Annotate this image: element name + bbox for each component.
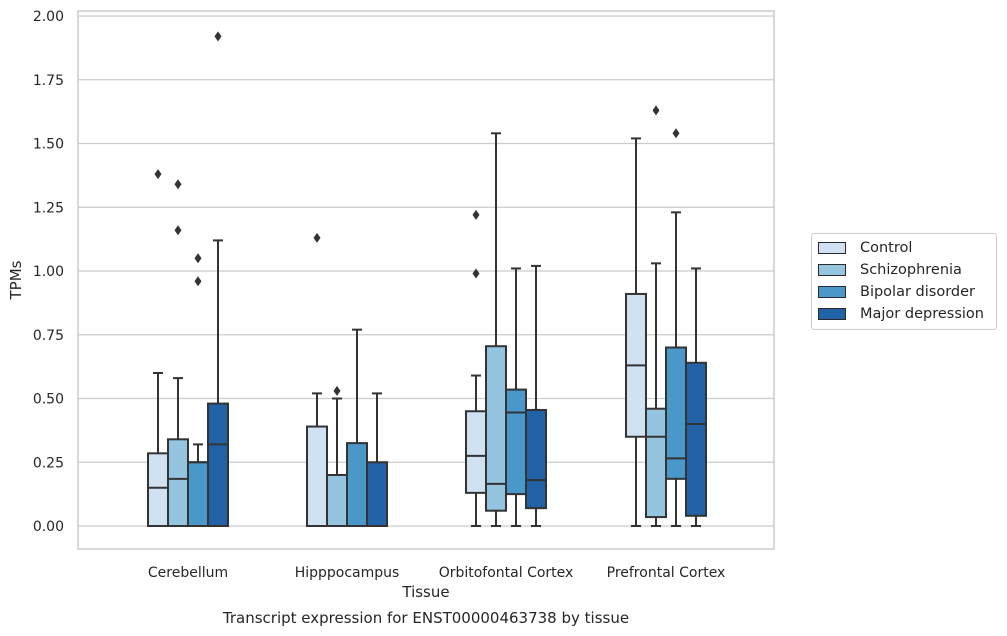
y-tick-label: 0.25 (33, 455, 64, 471)
iqr-box (167, 438, 189, 527)
box-major-depression (207, 31, 229, 528)
y-tick-label: 1.00 (33, 264, 64, 280)
iqr-box (525, 408, 547, 510)
box-bipolar-disorder (505, 267, 527, 527)
legend-swatch (818, 242, 846, 254)
legend-item-major-depression: Major depression (812, 303, 996, 325)
legend-item-control: Control (812, 237, 996, 259)
box-control (147, 169, 169, 528)
iqr-box (465, 410, 487, 494)
chart-caption: Transcript expression for ENST0000046373… (222, 609, 629, 627)
y-tick-label: 1.25 (33, 200, 64, 216)
legend-label: Bipolar disorder (860, 284, 975, 300)
box-bipolar-disorder (665, 128, 687, 527)
iqr-box (147, 452, 169, 528)
box-schizophrenia (645, 105, 667, 527)
legend-item-bipolar-disorder: Bipolar disorder (812, 281, 996, 303)
outlier-point (472, 268, 480, 279)
box-bipolar-disorder (187, 253, 209, 527)
iqr-box (505, 388, 527, 496)
outlier-point (194, 253, 202, 264)
iqr-box (485, 345, 507, 512)
y-tick-label: 2.00 (33, 9, 64, 25)
y-tick-label: 0.50 (33, 392, 64, 408)
y-tick-label: 0.75 (33, 328, 64, 344)
iqr-box (366, 461, 388, 527)
boxes (147, 31, 707, 528)
legend-item-schizophrenia: Schizophrenia (812, 259, 996, 281)
y-tick-labels: 0.00 0.25 0.50 0.75 1.00 1.25 1.50 1.75 2.00 (33, 9, 64, 535)
plot-frame (77, 10, 775, 550)
box-control (625, 137, 647, 527)
x-tick-label: Orbitofontal Cortex (439, 565, 574, 581)
y-axis-label: TPMs (7, 260, 25, 300)
box-schizophrenia (485, 132, 507, 527)
iqr-box (346, 442, 368, 527)
y-tick-label: 0.00 (33, 519, 64, 535)
legend-swatch (818, 286, 846, 298)
outlier-point (652, 105, 660, 116)
x-tick-label: Prefrontal Cortex (607, 565, 726, 581)
box-major-depression (525, 264, 547, 527)
y-tick-label: 1.50 (33, 137, 64, 153)
box-major-depression (366, 392, 388, 527)
outlier-point (214, 31, 222, 42)
box-bipolar-disorder (346, 328, 368, 527)
legend-label: Schizophrenia (860, 262, 962, 278)
legend-label: Major depression (860, 306, 984, 322)
legend: Control Schizophrenia Bipolar disorder Majo… (811, 233, 997, 330)
legend-swatch (818, 264, 846, 276)
outlier-point (672, 128, 680, 139)
box-major-depression (685, 267, 707, 527)
outlier-point (154, 169, 162, 180)
x-axis-label: Tissue (401, 583, 449, 601)
outlier-point (472, 209, 480, 220)
box-control (465, 209, 487, 527)
box-schizophrenia (167, 179, 189, 527)
outlier-point (174, 179, 182, 190)
iqr-box (645, 407, 667, 519)
outlier-point (333, 385, 341, 396)
y-tick-label: 1.75 (33, 73, 64, 89)
box-control (306, 232, 328, 527)
x-tick-labels: Cerebellum Hipppocampus Orbitofontal Corte… (148, 565, 725, 581)
iqr-box (685, 361, 707, 517)
box-schizophrenia (326, 385, 348, 527)
x-tick-label: Cerebellum (148, 565, 228, 581)
legend-swatch (818, 308, 846, 320)
outlier-point (313, 232, 321, 243)
iqr-box (187, 461, 209, 527)
outlier-point (174, 225, 182, 236)
iqr-box (207, 402, 229, 528)
iqr-box (326, 474, 348, 527)
x-tick-label: Hipppocampus (295, 565, 400, 581)
iqr-box (306, 425, 328, 527)
legend-label: Control (860, 240, 913, 256)
outlier-point (194, 276, 202, 287)
